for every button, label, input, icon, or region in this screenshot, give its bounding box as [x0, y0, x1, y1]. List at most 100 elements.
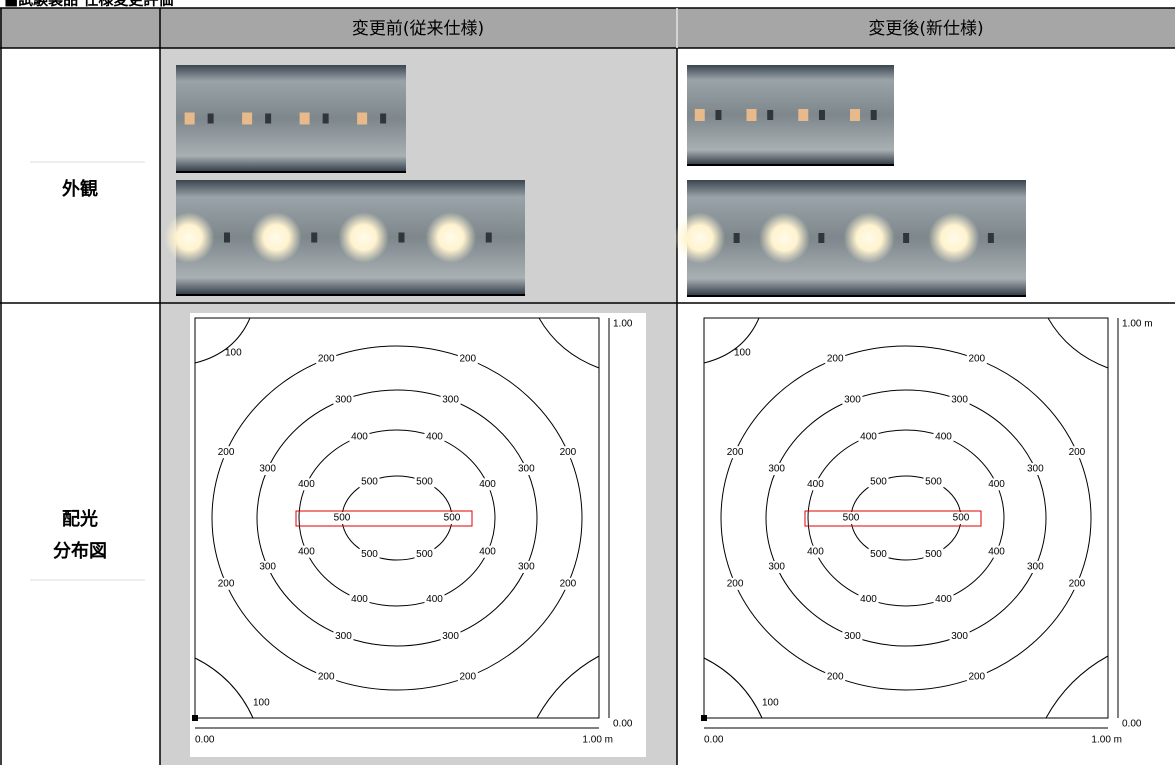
label-bg	[516, 560, 537, 573]
contour-label: 500	[925, 549, 942, 560]
label-bg	[557, 577, 578, 590]
led	[843, 212, 895, 264]
contour-label: 300	[335, 631, 352, 642]
contour-label: 400	[860, 431, 877, 442]
label-bg	[725, 446, 746, 459]
origin	[701, 715, 707, 721]
contour-label: 400	[935, 594, 952, 605]
plot-frame	[194, 317, 600, 719]
contour-label: 400	[988, 479, 1005, 490]
label-bg	[257, 463, 278, 476]
label-bg	[986, 478, 1007, 491]
contour-label: 400	[988, 546, 1005, 557]
label-bg	[477, 478, 498, 491]
header-bg	[0, 8, 1175, 48]
label-bg	[841, 512, 861, 524]
label-bg	[825, 670, 846, 683]
label-bg	[933, 593, 954, 606]
contour-label: 200	[318, 354, 335, 365]
contour	[850, 475, 962, 561]
label-bg	[457, 353, 478, 366]
label-bg	[349, 593, 370, 606]
contour-100	[536, 655, 600, 719]
led	[338, 212, 389, 263]
scale-label: 1.00	[613, 319, 633, 330]
table-borders	[0, 7, 1175, 765]
label-bg	[725, 577, 746, 590]
contour-100	[194, 657, 254, 719]
contour-label: 400	[426, 431, 443, 442]
contour-label: 400	[807, 546, 824, 557]
led	[798, 109, 809, 121]
plot-frame	[703, 317, 1109, 719]
header-cell: 変更前(従来仕様)	[352, 19, 484, 39]
chip	[715, 110, 722, 120]
contour-label: 200	[827, 354, 844, 365]
led	[251, 212, 302, 263]
contour-label: 400	[860, 594, 877, 605]
led	[163, 212, 215, 263]
led	[694, 109, 705, 121]
led	[425, 212, 477, 263]
chip	[733, 233, 740, 243]
contour	[807, 429, 1005, 607]
chip	[398, 232, 405, 243]
contour-label: 200	[218, 447, 235, 458]
label-bg	[951, 512, 971, 524]
label-bg	[1066, 446, 1087, 459]
label-bg	[414, 475, 435, 488]
label-bg	[349, 430, 370, 443]
contour-label: 200	[218, 578, 235, 589]
chip	[767, 110, 774, 120]
label-bg	[316, 353, 337, 366]
contour-label: 300	[1027, 562, 1044, 573]
contour-label: 200	[727, 578, 744, 589]
contour-label: 300	[518, 464, 535, 475]
label-bg	[457, 670, 478, 683]
label-bg	[966, 353, 987, 366]
label-bg	[557, 446, 578, 459]
chip	[223, 232, 230, 243]
row-label: 分布図	[53, 540, 107, 562]
label-bg	[440, 630, 461, 643]
contour-label: 300	[951, 631, 968, 642]
label-bg	[257, 560, 278, 573]
label-bg	[923, 475, 944, 488]
led	[674, 212, 726, 264]
label-bg	[949, 393, 970, 406]
label-bg	[842, 630, 863, 643]
label-bg	[805, 545, 826, 558]
led	[184, 112, 195, 125]
contour-label: 200	[968, 672, 985, 683]
chip	[265, 113, 272, 124]
chip	[322, 113, 329, 124]
label-bg	[766, 463, 787, 476]
contour-label: 400	[426, 594, 443, 605]
chip	[818, 110, 825, 120]
label-bg	[933, 430, 954, 443]
origin	[192, 715, 198, 721]
chip	[207, 113, 214, 124]
contour-label: 300	[1027, 464, 1044, 475]
led	[242, 112, 253, 125]
label-bg	[424, 593, 445, 606]
contour-label: 400	[351, 594, 368, 605]
scale-label: 1.00 m	[1122, 319, 1153, 330]
plot-bg	[190, 313, 646, 757]
contour-label: 400	[935, 431, 952, 442]
label-bg	[296, 478, 317, 491]
contour-label: 500	[444, 513, 461, 524]
chip	[818, 233, 825, 243]
contour-label: 200	[827, 672, 844, 683]
label-bg	[359, 548, 380, 561]
contour-label: 500	[416, 549, 433, 560]
contour	[211, 345, 583, 691]
contour-label: 500	[870, 549, 887, 560]
contour-label: 300	[951, 394, 968, 405]
contour-label: 300	[335, 394, 352, 405]
label-bg	[868, 548, 889, 561]
contour-label: 300	[259, 562, 276, 573]
contour-label: 400	[298, 546, 315, 557]
label-bg	[216, 446, 237, 459]
